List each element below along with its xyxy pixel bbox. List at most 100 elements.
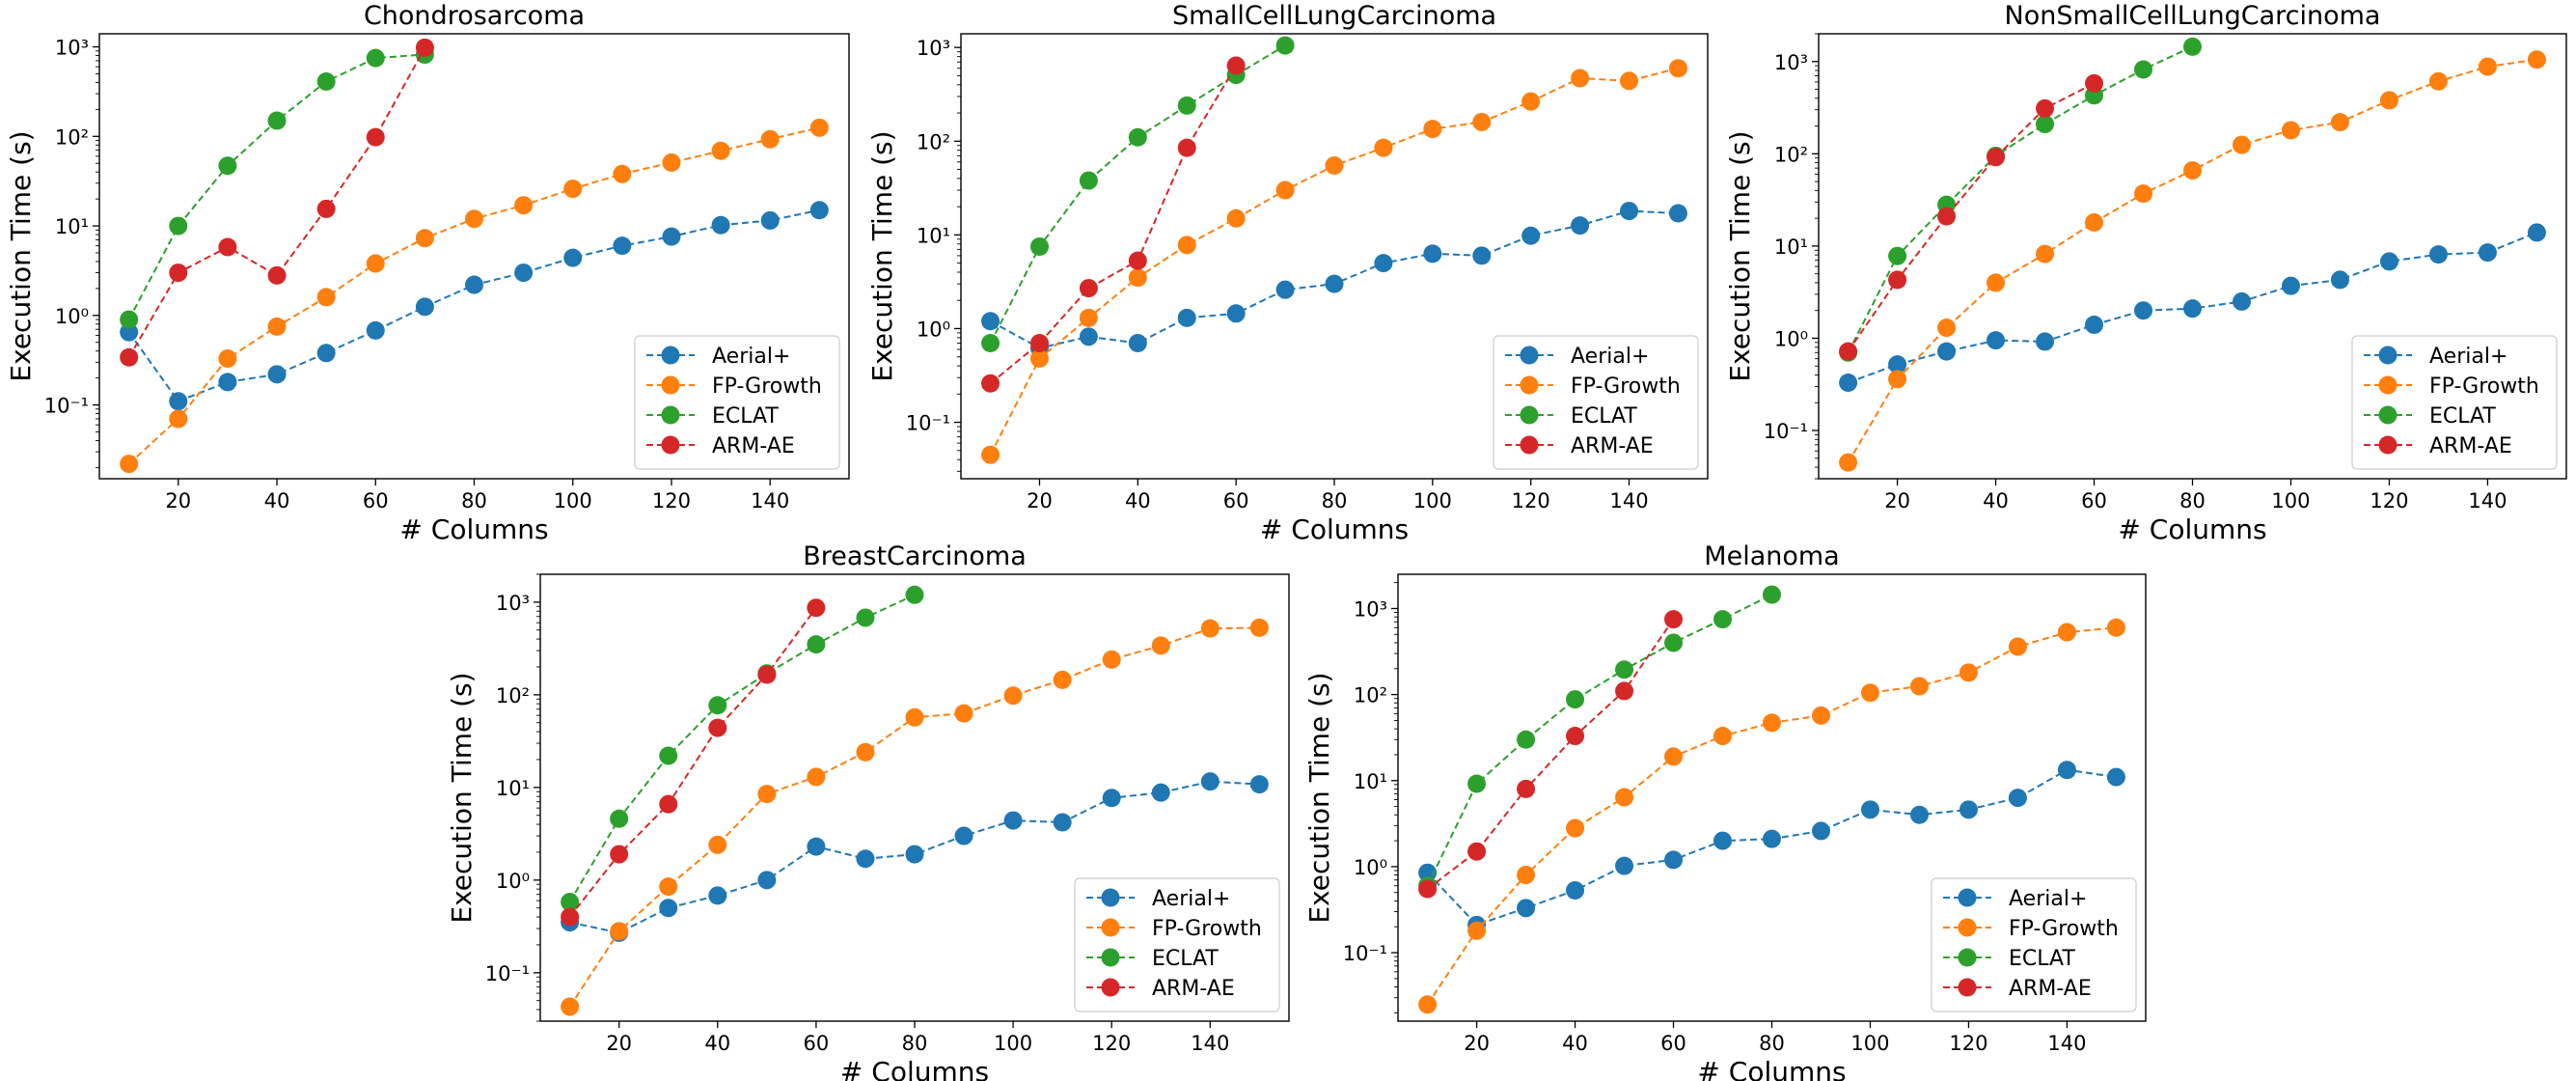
data-point-aerial <box>1226 304 1246 323</box>
data-point-eclat <box>610 809 629 828</box>
data-point-arm-ae <box>1566 727 1585 746</box>
data-point-aerial <box>2527 223 2546 242</box>
data-point-aerial <box>1860 800 1879 819</box>
data-point-fp-growth <box>1620 71 1639 91</box>
data-point-aerial <box>1102 789 1121 808</box>
y-tick-label: 10² <box>55 125 89 149</box>
data-point-aerial <box>613 236 632 256</box>
y-tick-label: 10⁰ <box>55 305 89 328</box>
x-tick-label: 140 <box>2047 1032 2086 1055</box>
data-point-aerial <box>981 312 1000 331</box>
y-tick-label: 10⁻¹ <box>485 962 530 985</box>
x-tick-label: 100 <box>2271 489 2310 513</box>
data-point-aerial <box>760 210 780 230</box>
data-point-arm-ae <box>807 598 826 618</box>
data-point-aerial <box>1128 333 1147 352</box>
data-point-fp-growth <box>1959 663 1978 682</box>
data-point-aerial <box>1668 204 1687 223</box>
data-point-fp-growth <box>662 152 681 172</box>
data-point-aerial <box>120 322 139 342</box>
data-point-fp-growth <box>563 180 583 199</box>
data-point-fp-growth <box>2183 161 2202 180</box>
data-point-aerial <box>267 365 287 384</box>
data-point-aerial <box>711 215 730 235</box>
data-point-fp-growth <box>613 164 632 183</box>
data-point-aerial <box>1909 805 1929 824</box>
data-point-fp-growth <box>905 707 924 727</box>
chart-title: NonSmallCellLungCarcinoma <box>2005 1 2381 31</box>
data-point-aerial <box>2330 270 2349 290</box>
data-point-fp-growth <box>1517 866 1536 885</box>
legend-label-aerial: Aerial+ <box>712 345 790 369</box>
legend-label-fp-growth: FP-Growth <box>712 374 822 399</box>
data-point-eclat <box>1517 730 1536 749</box>
y-tick-label: 10² <box>1354 684 1387 707</box>
legend-marker-aerial <box>661 346 680 365</box>
x-tick-label: 80 <box>1322 489 1348 513</box>
x-tick-label: 100 <box>994 1032 1032 1055</box>
data-point-aerial <box>2428 245 2448 264</box>
series-line-eclat <box>1426 594 1772 887</box>
data-point-fp-growth <box>561 997 580 1016</box>
x-tick-label: 120 <box>2370 489 2408 513</box>
x-tick-label: 80 <box>2179 489 2206 513</box>
data-point-aerial <box>2281 276 2300 295</box>
data-point-fp-growth <box>1029 348 1049 368</box>
legend-marker-arm-ae <box>661 435 680 455</box>
data-point-aerial <box>366 320 385 340</box>
data-point-aerial <box>856 849 875 869</box>
data-point-aerial <box>659 899 678 918</box>
data-point-aerial <box>1472 246 1492 265</box>
data-point-fp-growth <box>2281 121 2300 140</box>
data-point-fp-growth <box>1987 273 2006 292</box>
data-point-aerial <box>1615 856 1634 875</box>
data-point-aerial <box>1763 829 1781 848</box>
data-point-eclat <box>218 156 237 176</box>
data-point-arm-ae <box>1664 610 1684 629</box>
legend-label-eclat: ECLAT <box>2429 404 2496 429</box>
y-tick-label: 10³ <box>917 37 950 60</box>
data-point-fp-growth <box>2379 91 2398 110</box>
legend-marker-eclat <box>661 405 680 425</box>
y-tick-label: 10⁻¹ <box>906 412 950 435</box>
x-tick-label: 40 <box>1125 489 1151 513</box>
data-point-fp-growth <box>1909 677 1929 696</box>
data-point-eclat <box>2036 115 2055 134</box>
data-point-aerial <box>2379 252 2398 271</box>
x-tick-label: 80 <box>461 489 487 513</box>
data-point-eclat <box>708 696 727 715</box>
data-point-arm-ae <box>1226 56 1246 75</box>
data-point-fp-growth <box>807 767 826 787</box>
data-point-fp-growth <box>1079 308 1098 327</box>
y-tick-label: 10¹ <box>1354 770 1387 793</box>
legend-label-eclat: ECLAT <box>1571 404 1637 429</box>
chart-panel-breastcarcinoma: BreastCarcinoma 20 40 60 80 100 120 140 10⁻¹ 10⁰ 1… <box>446 541 1290 1081</box>
data-point-arm-ae <box>1128 251 1147 270</box>
data-point-aerial <box>1275 280 1295 299</box>
data-point-eclat <box>659 746 678 765</box>
data-point-fp-growth <box>169 409 188 429</box>
data-point-eclat <box>1888 246 1907 265</box>
data-point-eclat <box>981 333 1000 352</box>
data-point-aerial <box>2057 761 2076 780</box>
data-point-arm-ae <box>659 794 678 814</box>
legend-label-aerial: Aerial+ <box>1152 887 1230 911</box>
data-point-fp-growth <box>1888 370 1907 389</box>
legend-box <box>634 335 840 470</box>
data-point-fp-growth <box>1177 236 1196 255</box>
data-point-fp-growth <box>2057 623 2076 642</box>
data-point-fp-growth <box>708 835 727 854</box>
data-point-aerial <box>1888 355 1907 374</box>
legend-label-eclat: ECLAT <box>2009 947 2075 971</box>
data-point-eclat <box>316 71 336 91</box>
legend-label-fp-growth: FP-Growth <box>2009 917 2119 941</box>
y-tick-label: 10⁻¹ <box>1764 420 1808 443</box>
x-axis-label: # Columns <box>2118 513 2266 545</box>
data-point-fp-growth <box>2008 637 2027 656</box>
data-point-eclat <box>807 635 826 654</box>
x-tick-label: 140 <box>1191 1032 1229 1055</box>
x-tick-label: 60 <box>1660 1032 1686 1055</box>
legend-marker-eclat <box>2378 405 2398 425</box>
data-point-fp-growth <box>856 742 875 762</box>
data-point-eclat <box>1275 36 1295 55</box>
